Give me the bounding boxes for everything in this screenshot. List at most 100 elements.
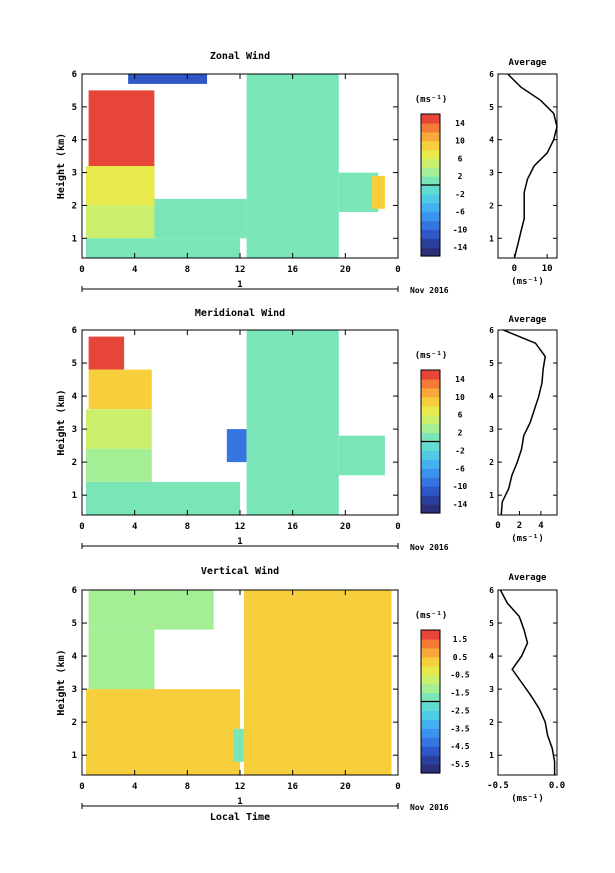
colorbar-swatch — [421, 638, 440, 649]
colorbar-tick-label: -3.5 — [450, 724, 469, 733]
colorbar-tick-label: 14 — [455, 119, 465, 128]
colorbar-swatch — [421, 728, 440, 738]
profile-y-tick-label: 5 — [489, 359, 494, 368]
colorbar-swatch — [421, 247, 440, 257]
colorbar-swatch — [421, 220, 440, 230]
colorbar-swatch — [421, 432, 440, 443]
colorbar-tick-label: 0.5 — [453, 653, 468, 662]
colorbar-swatch — [421, 459, 440, 469]
colorbar-unit: (ms⁻¹) — [415, 351, 448, 361]
heatmap-region-6 — [246, 74, 339, 258]
colorbar-tick-label: -6 — [455, 208, 465, 217]
colorbar-swatch — [421, 746, 440, 756]
x-tick-label: 4 — [132, 782, 138, 792]
colorbar-swatch — [421, 737, 440, 747]
colorbar-swatch — [421, 477, 440, 487]
x-tick-label: 8 — [185, 782, 190, 792]
colorbar-swatch — [421, 441, 440, 452]
colorbar-swatch — [421, 176, 440, 186]
heatmap-cells — [86, 590, 392, 775]
colorbar-tick-label: -14 — [453, 243, 468, 252]
colorbar-swatch — [421, 202, 440, 213]
colorbar-swatch — [421, 710, 440, 720]
profile-y-tick-label: 5 — [489, 619, 494, 628]
colorbar-swatch — [421, 185, 440, 195]
colorbar-tick-label: -4.5 — [450, 742, 469, 751]
profile-frame — [497, 589, 558, 776]
colorbar-tick-label: 1.5 — [453, 635, 468, 644]
colorbar-swatch — [421, 211, 440, 222]
colorbar-swatch — [421, 114, 440, 124]
profile-y-tick-label: 1 — [489, 751, 494, 760]
colorbar-swatch — [421, 387, 440, 398]
y-tick-label: 3 — [72, 425, 77, 435]
profile-x-tick-label: -0.5 — [487, 781, 509, 791]
colorbar-unit: (ms⁻¹) — [415, 611, 448, 621]
colorbar-tick-label: 2 — [458, 172, 463, 181]
month-label: Nov 2016 — [410, 803, 449, 812]
y-axis-label: Height (km) — [55, 133, 67, 199]
heatmap-region-7 — [338, 435, 385, 476]
colorbar-tick-label: -10 — [453, 482, 468, 491]
colorbar-swatch — [421, 149, 440, 159]
colorbar-swatch — [421, 674, 440, 685]
x-tick-label: 20 — [340, 265, 351, 275]
y-tick-label: 6 — [72, 326, 77, 336]
colorbar-swatch — [421, 158, 440, 168]
colorbar-swatch — [421, 140, 440, 151]
colorbar-swatch — [421, 238, 440, 248]
month-label: Nov 2016 — [410, 286, 449, 295]
x-tick-label: 8 — [185, 522, 190, 532]
colorbar-tick-label: -6 — [455, 464, 465, 473]
x-tick-label: 12 — [235, 265, 246, 275]
colorbar-swatch — [421, 378, 440, 389]
profile-x-tick-label: 0 — [512, 264, 517, 274]
heatmap-region-5 — [154, 198, 247, 239]
y-tick-label: 1 — [72, 234, 77, 244]
profile-line — [499, 589, 556, 775]
profile-y-tick-label: 4 — [489, 652, 494, 661]
colorbar-swatch — [421, 486, 440, 496]
x-tick-label: 0 — [395, 265, 400, 275]
x-tick-label: 0 — [79, 265, 84, 275]
profile-y-tick-label: 2 — [489, 201, 494, 210]
colorbar-tick-label: -14 — [453, 500, 468, 509]
heatmap-region-0 — [88, 590, 214, 630]
colorbar-swatch — [421, 764, 440, 774]
heatmap-region-2 — [86, 409, 152, 449]
x-tick-label: 16 — [287, 782, 298, 792]
x-tick-label: 4 — [132, 522, 138, 532]
profile-x-label: (ms⁻¹) — [511, 534, 544, 544]
colorbar-swatch — [421, 414, 440, 425]
y-tick-label: 2 — [72, 458, 77, 468]
month-label: Nov 2016 — [410, 543, 449, 552]
heatmap-region-3 — [86, 448, 152, 482]
profile-y-tick-label: 2 — [489, 718, 494, 727]
x-tick-label: 16 — [287, 522, 298, 532]
colorbar-swatch — [421, 504, 440, 514]
profile-frame — [497, 73, 558, 259]
profile-y-tick-label: 4 — [489, 392, 494, 401]
colorbar-swatch — [421, 423, 440, 434]
heatmap-cells — [86, 74, 385, 258]
colorbar-swatch — [421, 719, 440, 729]
heatmap-region-3 — [233, 728, 244, 762]
profile-y-tick-label: 5 — [489, 103, 494, 112]
y-tick-label: 4 — [72, 652, 78, 662]
colorbar-tick-label: 10 — [455, 137, 465, 146]
y-tick-label: 5 — [72, 103, 77, 113]
heatmap-region-1 — [88, 369, 152, 410]
x-tick-label: 12 — [235, 522, 246, 532]
x-tick-label: 0 — [79, 782, 84, 792]
profile-y-tick-label: 6 — [489, 70, 494, 79]
heatmap-region-0 — [88, 336, 125, 370]
heatmap-region-2 — [86, 689, 241, 775]
colorbar-swatch — [421, 450, 440, 460]
profile-title: Average — [509, 58, 548, 68]
heatmap-cells — [86, 330, 385, 515]
average-profile: Average 1 2 3 4 5 6 0 2 4 (ms⁻¹) — [489, 315, 558, 544]
x-tick-label: 4 — [132, 265, 138, 275]
heatmap-region-6 — [246, 330, 339, 515]
heatmap-region-0 — [88, 90, 155, 166]
